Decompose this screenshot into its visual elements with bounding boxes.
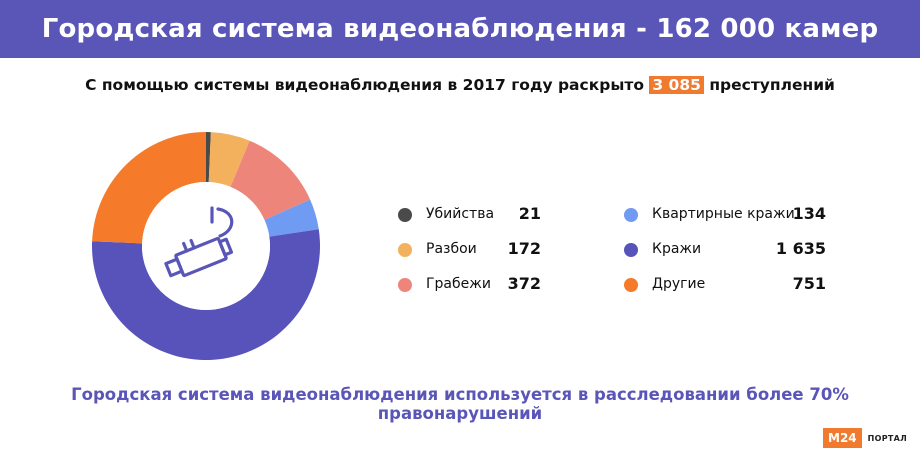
legend-color-dot — [624, 243, 638, 257]
page-title-text: Городская система видеонаблюдения - 162 … — [41, 14, 879, 44]
donut-slice — [230, 140, 311, 220]
legend-item: Квартирные кражи 134 — [624, 203, 826, 227]
legend-item: Другие 751 — [624, 273, 826, 297]
legend-item: Грабежи 372 — [398, 273, 541, 297]
legend-item: Кражи 1 635 — [624, 238, 826, 262]
legend-color-dot — [398, 278, 412, 292]
page-title: Городская система видеонаблюдения - 162 … — [0, 0, 920, 58]
legend-label: Грабежи — [426, 276, 491, 292]
legend-label: Другие — [652, 276, 706, 292]
legend-item: Убийства 21 — [398, 203, 541, 227]
legend-label: Квартирные кражи — [652, 206, 795, 222]
legend-color-dot — [624, 208, 638, 222]
footer-note: Городская система видеонаблюдения исполь… — [0, 385, 920, 423]
legend-value: 372 — [507, 274, 541, 293]
donut-chart — [92, 132, 321, 360]
legend-value: 134 — [792, 204, 826, 223]
brand-logo-label: ПОРТАЛ — [867, 433, 908, 443]
donut-slice — [264, 199, 319, 237]
crimes-solved-highlight: 3 085 — [649, 76, 704, 94]
legend-item: Разбои 172 — [398, 238, 541, 262]
legend-color-dot — [398, 208, 412, 222]
donut-hole — [142, 182, 270, 310]
legend-value: 21 — [518, 204, 541, 223]
legend-value: 1 635 — [775, 239, 826, 258]
legend-value: 751 — [792, 274, 826, 293]
footer-note-text: Городская система видеонаблюдения исполь… — [71, 385, 849, 423]
legend-label: Кражи — [652, 241, 702, 257]
subtitle-text-before: С помощью системы видеонаблюдения в 2017… — [85, 76, 650, 94]
donut-slice — [92, 132, 206, 244]
legend-color-dot — [398, 243, 412, 257]
legend-color-dot — [624, 278, 638, 292]
donut-slice — [92, 229, 321, 360]
subtitle-text-after: преступлений — [703, 76, 835, 94]
cctv-camera-icon — [164, 206, 234, 278]
brand-logo-mark: M24 — [823, 428, 862, 448]
brand-logo: M24 ПОРТАЛ — [823, 428, 907, 448]
legend-label: Убийства — [426, 206, 495, 222]
donut-slice — [206, 132, 211, 183]
donut-slice — [208, 132, 250, 187]
legend-value: 172 — [507, 239, 541, 258]
legend-label: Разбои — [426, 241, 477, 257]
subtitle: С помощью системы видеонаблюдения в 2017… — [0, 76, 920, 94]
